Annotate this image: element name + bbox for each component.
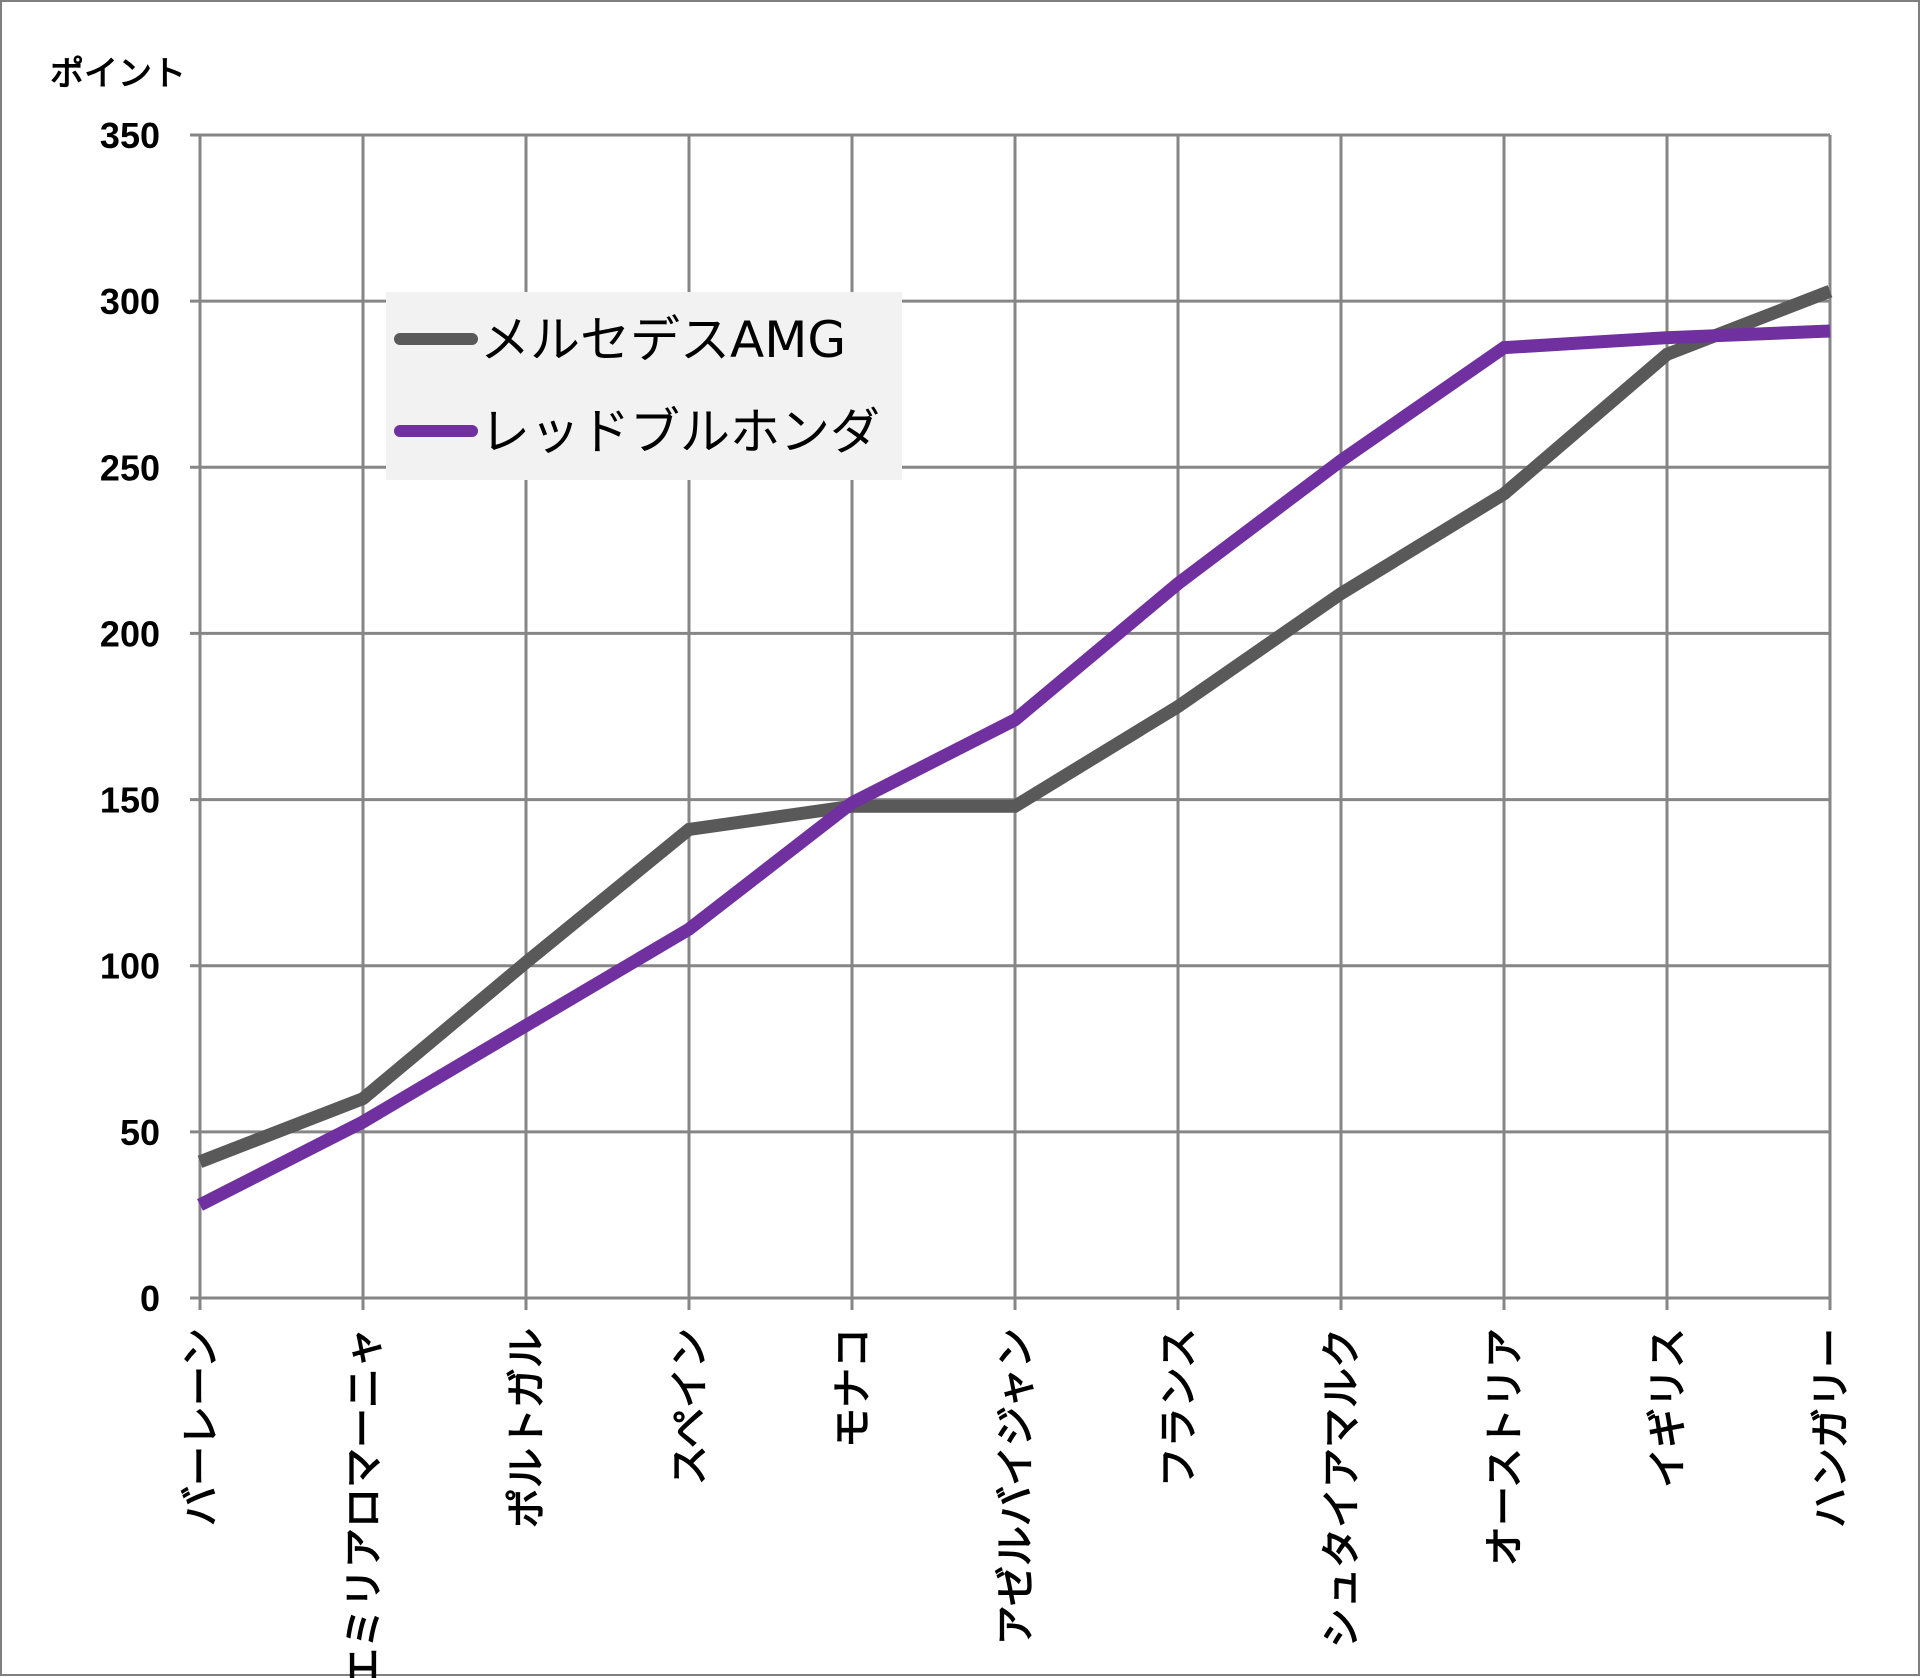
- legend-label-redbull: レッドブルホンダ: [480, 403, 880, 461]
- x-tick-label: シュタイアマルク: [1319, 1328, 1365, 1648]
- x-tick-label: バーレーン: [178, 1328, 224, 1526]
- series-line-0: [197, 285, 1833, 1168]
- y-tick-label: 50: [120, 1112, 160, 1153]
- legend: メルセデスAMG レッドブルホンダ: [386, 292, 902, 480]
- x-tick-label: フランス: [1156, 1328, 1202, 1487]
- y-tick-label: 300: [100, 281, 160, 322]
- y-axis-title: ポイント: [50, 54, 186, 94]
- x-axis-ticks: バーレーン エミリアロマーニャ ポルトガル スペイン モナコ アゼルバイジャン フランス シュ…: [178, 1328, 1854, 1678]
- x-tick-label: ハンガリー: [1808, 1328, 1854, 1528]
- x-tick-label: イギリス: [1645, 1328, 1691, 1488]
- legend-label-mercedes: メルセデスAMG: [480, 311, 846, 369]
- x-tick-label: オーストリア: [1482, 1328, 1528, 1566]
- y-tick-label: 350: [100, 115, 160, 156]
- y-tick-label: 150: [100, 780, 160, 821]
- x-tick-label: ポルトガル: [504, 1328, 550, 1528]
- x-tick-label: エミリアロマーニャ: [341, 1328, 387, 1678]
- series-lines: [197, 285, 1833, 1211]
- x-tick-label: スペイン: [667, 1328, 713, 1485]
- y-axis-ticks: 0 50 100 150 200 250 300 350: [100, 115, 160, 1319]
- y-tick-label: 250: [100, 447, 160, 488]
- series-line-1: [197, 324, 1831, 1211]
- x-tick-label: アゼルバイジャン: [993, 1328, 1039, 1645]
- y-tick-label: 0: [140, 1278, 160, 1319]
- x-tick-label: モナコ: [830, 1328, 876, 1448]
- y-tick-label: 200: [100, 613, 160, 654]
- legend-background: [386, 292, 902, 480]
- y-tick-label: 100: [100, 946, 160, 987]
